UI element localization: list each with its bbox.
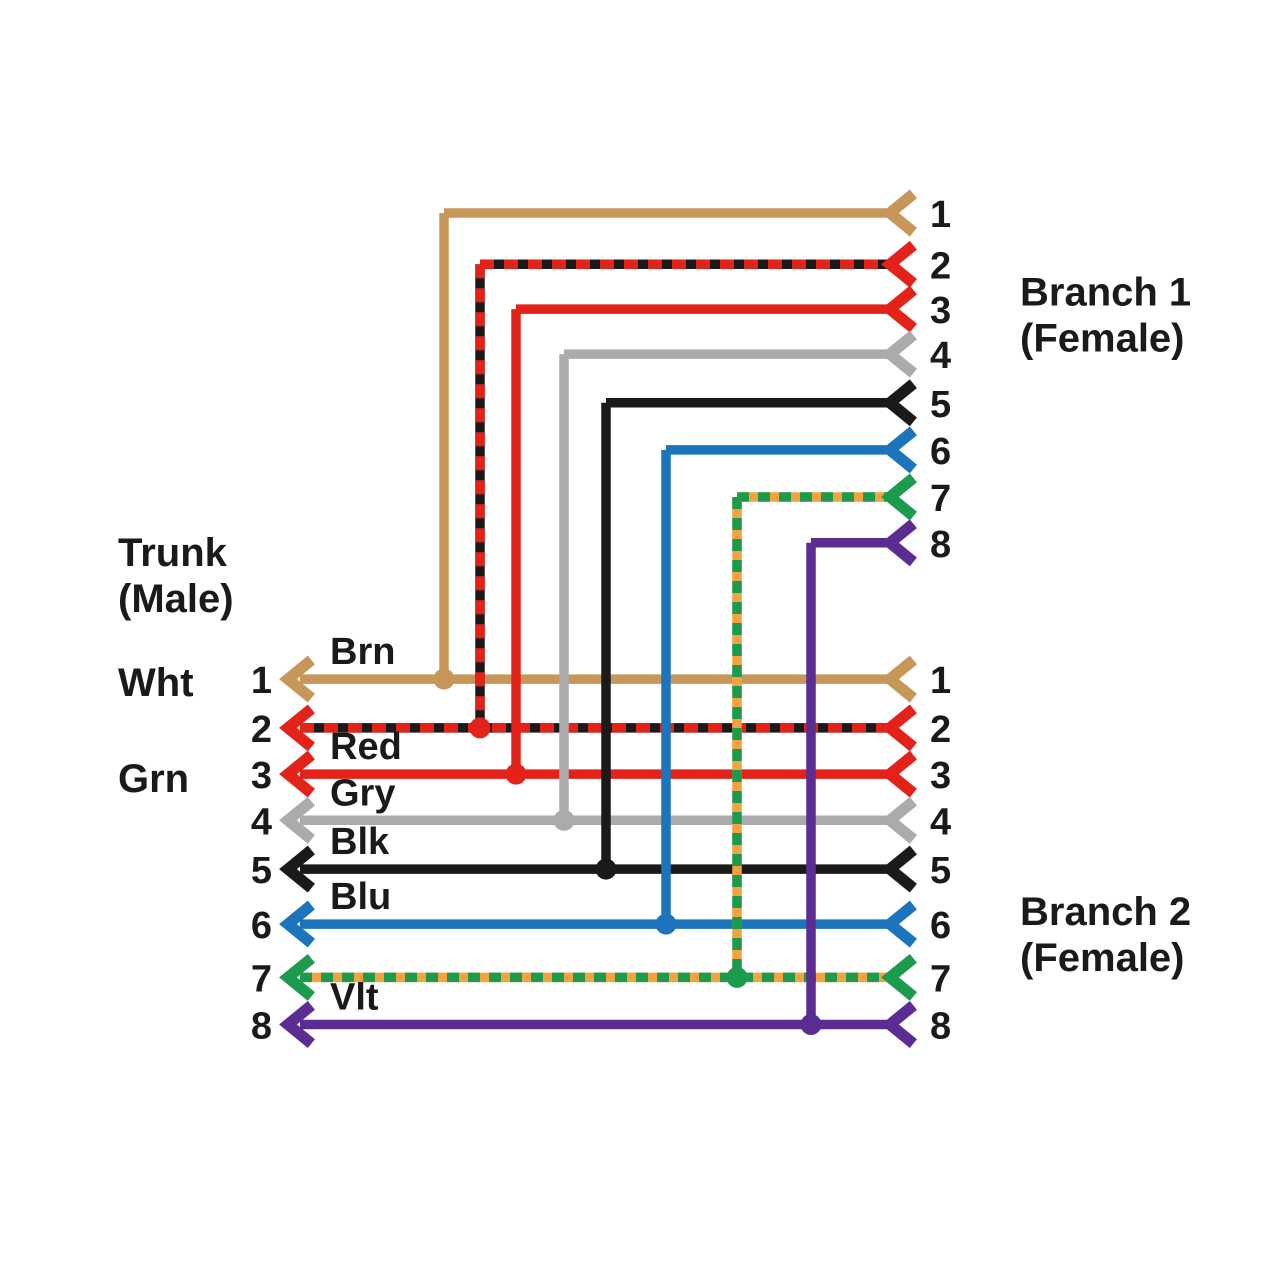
- svg-text:2: 2: [930, 709, 951, 751]
- svg-text:5: 5: [251, 850, 272, 892]
- svg-text:Branch 1: Branch 1: [1020, 270, 1191, 314]
- svg-text:(Female): (Female): [1020, 316, 1185, 360]
- svg-text:6: 6: [930, 431, 951, 473]
- svg-text:4: 4: [251, 801, 272, 843]
- svg-text:Vlt: Vlt: [330, 977, 379, 1019]
- svg-text:1: 1: [930, 194, 951, 236]
- svg-text:2: 2: [251, 709, 272, 751]
- svg-text:5: 5: [930, 384, 951, 426]
- svg-text:Wht: Wht: [118, 661, 194, 705]
- svg-text:3: 3: [930, 755, 951, 797]
- svg-text:1: 1: [930, 660, 951, 702]
- svg-text:3: 3: [251, 755, 272, 797]
- svg-text:2: 2: [930, 245, 951, 287]
- svg-text:(Female): (Female): [1020, 936, 1185, 980]
- svg-text:Trunk: Trunk: [118, 531, 228, 575]
- svg-text:7: 7: [930, 958, 951, 1000]
- svg-text:Branch 2: Branch 2: [1020, 890, 1191, 934]
- svg-text:6: 6: [930, 905, 951, 947]
- svg-text:1: 1: [251, 660, 272, 702]
- svg-text:Blu: Blu: [330, 876, 391, 918]
- svg-text:8: 8: [930, 524, 951, 566]
- svg-text:7: 7: [251, 958, 272, 1000]
- svg-text:(Male): (Male): [118, 577, 234, 621]
- svg-text:7: 7: [930, 478, 951, 520]
- svg-text:8: 8: [930, 1006, 951, 1048]
- svg-text:Brn: Brn: [330, 631, 395, 673]
- svg-text:3: 3: [930, 290, 951, 332]
- svg-text:Blk: Blk: [330, 821, 390, 863]
- svg-text:5: 5: [930, 850, 951, 892]
- svg-text:6: 6: [251, 905, 272, 947]
- svg-text:Grn: Grn: [118, 757, 189, 801]
- svg-text:4: 4: [930, 801, 951, 843]
- svg-text:8: 8: [251, 1006, 272, 1048]
- svg-text:4: 4: [930, 335, 951, 377]
- svg-text:Gry: Gry: [330, 772, 395, 814]
- svg-text:Red: Red: [330, 726, 402, 768]
